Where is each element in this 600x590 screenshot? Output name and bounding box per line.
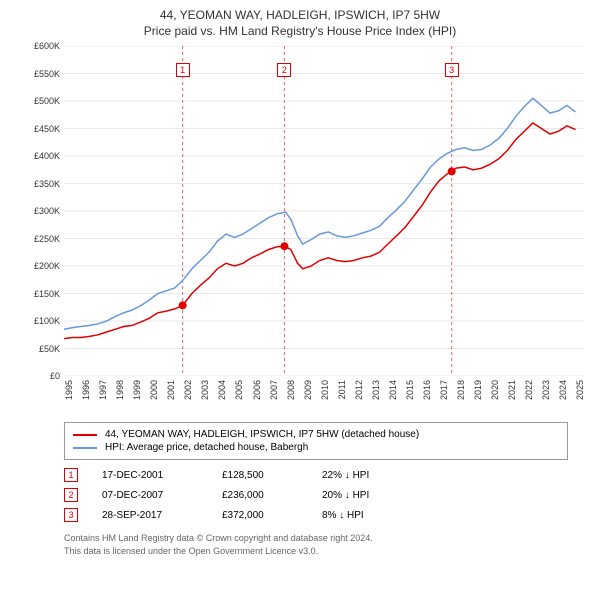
sales-date: 28-SEP-2017 bbox=[102, 510, 222, 521]
x-tick-label: 2003 bbox=[200, 380, 210, 400]
legend-swatch bbox=[73, 447, 97, 449]
x-tick-label: 2016 bbox=[422, 380, 432, 400]
marker-label: 1 bbox=[176, 63, 190, 77]
sales-pct: 20% ↓ HPI bbox=[322, 490, 442, 501]
x-tick-label: 2007 bbox=[269, 380, 279, 400]
y-tick-label: £100K bbox=[34, 316, 60, 326]
y-tick-label: £550K bbox=[34, 69, 60, 79]
sales-row: 2 07-DEC-2007£236,00020% ↓ HPI bbox=[64, 488, 568, 502]
marker-label: 2 bbox=[277, 63, 291, 77]
x-tick-label: 2012 bbox=[354, 380, 364, 400]
title-block: 44, YEOMAN WAY, HADLEIGH, IPSWICH, IP7 5… bbox=[0, 0, 600, 42]
legend: 44, YEOMAN WAY, HADLEIGH, IPSWICH, IP7 5… bbox=[64, 422, 568, 460]
marker-label: 3 bbox=[445, 63, 459, 77]
sales-pct: 22% ↓ HPI bbox=[322, 470, 442, 481]
x-tick-label: 2005 bbox=[234, 380, 244, 400]
y-tick-label: £200K bbox=[34, 261, 60, 271]
sales-date: 07-DEC-2007 bbox=[102, 490, 222, 501]
chart-title: 44, YEOMAN WAY, HADLEIGH, IPSWICH, IP7 5… bbox=[0, 8, 600, 22]
legend-label: 44, YEOMAN WAY, HADLEIGH, IPSWICH, IP7 5… bbox=[105, 429, 419, 440]
sales-marker: 2 bbox=[64, 488, 78, 502]
plot-region: 1 2 3 bbox=[64, 46, 584, 376]
x-tick-label: 2008 bbox=[286, 380, 296, 400]
y-tick-label: £600K bbox=[34, 41, 60, 51]
x-tick-label: 1999 bbox=[132, 380, 142, 400]
x-tick-label: 2015 bbox=[405, 380, 415, 400]
legend-swatch bbox=[73, 434, 97, 436]
chart-container: 44, YEOMAN WAY, HADLEIGH, IPSWICH, IP7 5… bbox=[0, 0, 600, 590]
sales-table: 1 17-DEC-2001£128,50022% ↓ HPI 2 07-DEC-200… bbox=[64, 468, 568, 522]
x-tick-label: 2006 bbox=[252, 380, 262, 400]
x-tick-label: 2024 bbox=[558, 380, 568, 400]
x-tick-label: 2000 bbox=[149, 380, 159, 400]
x-tick-label: 2004 bbox=[217, 380, 227, 400]
footer-line1: Contains HM Land Registry data © Crown c… bbox=[64, 532, 568, 545]
sales-price: £128,500 bbox=[222, 470, 322, 481]
y-tick-label: £350K bbox=[34, 179, 60, 189]
sales-price: £372,000 bbox=[222, 510, 322, 521]
x-tick-label: 2001 bbox=[166, 380, 176, 400]
x-tick-label: 2021 bbox=[507, 380, 517, 400]
chart-area: £0 £50K £100K £150K £200K £250K £300K £350K £400… bbox=[32, 46, 592, 416]
x-tick-label: 2023 bbox=[541, 380, 551, 400]
x-tick-label: 2009 bbox=[303, 380, 313, 400]
y-tick-label: £300K bbox=[34, 206, 60, 216]
x-tick-label: 2020 bbox=[490, 380, 500, 400]
legend-label: HPI: Average price, detached house, Babe… bbox=[105, 442, 308, 453]
sales-date: 17-DEC-2001 bbox=[102, 470, 222, 481]
x-tick-label: 2014 bbox=[388, 380, 398, 400]
sales-pct: 8% ↓ HPI bbox=[322, 510, 442, 521]
sales-marker: 3 bbox=[64, 508, 78, 522]
x-tick-label: 2017 bbox=[439, 380, 449, 400]
y-tick-label: £150K bbox=[34, 289, 60, 299]
sales-marker: 1 bbox=[64, 468, 78, 482]
x-tick-label: 2002 bbox=[183, 380, 193, 400]
x-tick-label: 2018 bbox=[456, 380, 466, 400]
footer: Contains HM Land Registry data © Crown c… bbox=[64, 532, 568, 557]
x-tick-label: 1996 bbox=[81, 380, 91, 400]
legend-row: 44, YEOMAN WAY, HADLEIGH, IPSWICH, IP7 5… bbox=[73, 429, 559, 440]
x-tick-label: 2022 bbox=[524, 380, 534, 400]
sales-row: 1 17-DEC-2001£128,50022% ↓ HPI bbox=[64, 468, 568, 482]
x-tick-label: 2013 bbox=[371, 380, 381, 400]
x-tick-label: 2025 bbox=[575, 380, 585, 400]
x-tick-label: 1995 bbox=[64, 380, 74, 400]
y-tick-label: £250K bbox=[34, 234, 60, 244]
chart-subtitle: Price paid vs. HM Land Registry's House … bbox=[0, 24, 600, 38]
sales-row: 3 28-SEP-2017£372,0008% ↓ HPI bbox=[64, 508, 568, 522]
y-tick-label: £500K bbox=[34, 96, 60, 106]
footer-line2: This data is licensed under the Open Gov… bbox=[64, 545, 568, 558]
x-tick-label: 2011 bbox=[337, 380, 347, 399]
sales-price: £236,000 bbox=[222, 490, 322, 501]
y-axis: £0£50K£100K£150K£200K£250K£300K£350K£400… bbox=[32, 46, 62, 376]
x-tick-label: 2010 bbox=[320, 380, 330, 400]
x-tick-label: 1998 bbox=[115, 380, 125, 400]
y-tick-label: £0 bbox=[50, 371, 60, 381]
x-tick-label: 2019 bbox=[473, 380, 483, 400]
y-tick-label: £450K bbox=[34, 124, 60, 134]
x-axis: 1995 1996 1997 1998 1999 2000 2001 2002 2003 2004… bbox=[64, 376, 584, 416]
x-tick-label: 1997 bbox=[98, 380, 108, 400]
y-tick-label: £400K bbox=[34, 151, 60, 161]
legend-row: HPI: Average price, detached house, Babe… bbox=[73, 442, 559, 453]
plot-svg bbox=[64, 46, 584, 376]
y-tick-label: £50K bbox=[39, 344, 60, 354]
